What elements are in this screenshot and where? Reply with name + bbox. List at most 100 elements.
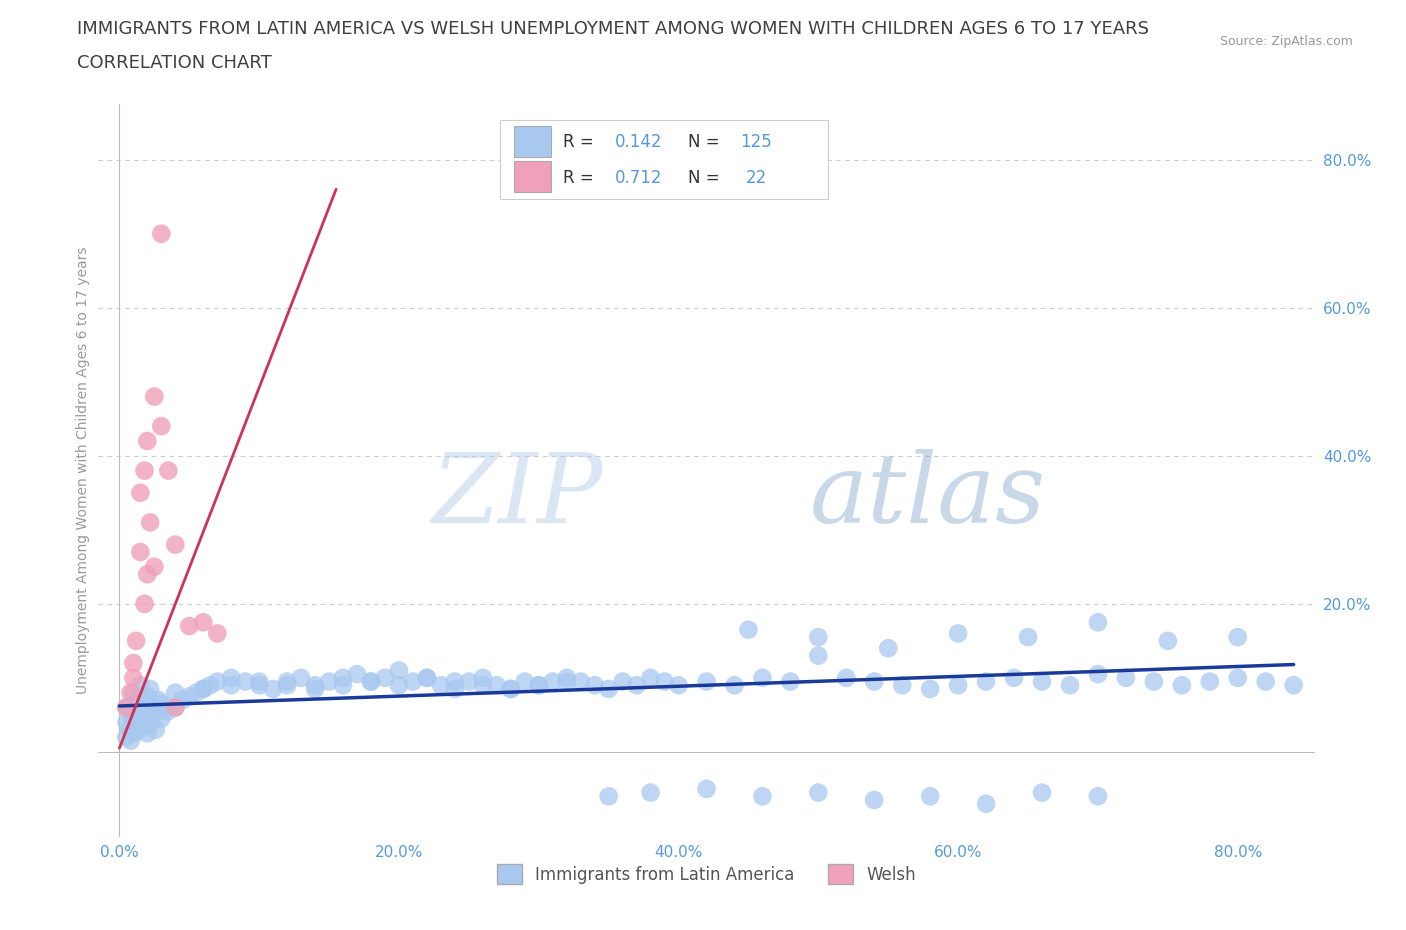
FancyBboxPatch shape (515, 161, 551, 193)
Point (304, 682, 326, 697)
Point (1087, 667, 1109, 682)
Point (946, 678, 969, 693)
Point (143, 389, 166, 404)
Point (172, 693, 194, 708)
Point (139, 711, 162, 726)
Point (124, 726, 146, 741)
Point (388, 663, 411, 678)
Point (141, 715, 163, 730)
Point (145, 723, 167, 737)
Point (165, 538, 187, 552)
Point (143, 559, 166, 574)
Point (115, 730, 138, 745)
Point (150, 697, 173, 711)
FancyBboxPatch shape (499, 120, 828, 199)
Y-axis label: Unemployment Among Women with Children Ages 6 to 17 years: Unemployment Among Women with Children A… (76, 246, 90, 695)
Point (332, 671, 354, 685)
Point (360, 674, 382, 689)
Point (920, 789, 942, 804)
Text: IMMIGRANTS FROM LATIN AMERICA VS WELSH UNEMPLOYMENT AMONG WOMEN WITH CHILDREN AG: IMMIGRANTS FROM LATIN AMERICA VS WELSH U… (77, 20, 1149, 38)
Point (148, 704, 170, 719)
Point (499, 682, 522, 697)
Point (115, 700, 138, 715)
Point (233, 674, 256, 689)
Point (640, 785, 662, 800)
Point (863, 674, 886, 689)
Point (125, 633, 148, 648)
Point (920, 682, 942, 697)
Point (471, 678, 494, 693)
Point (179, 689, 201, 704)
Point (193, 615, 215, 630)
Point (134, 463, 156, 478)
Point (128, 723, 150, 737)
Point (360, 674, 382, 689)
Point (276, 678, 298, 693)
Point (165, 700, 187, 715)
Point (165, 685, 187, 700)
Point (1002, 671, 1025, 685)
Point (779, 674, 801, 689)
Point (877, 641, 900, 656)
Point (304, 678, 326, 693)
Point (541, 674, 564, 689)
Point (1087, 615, 1109, 630)
Point (115, 715, 138, 730)
Point (207, 674, 229, 689)
Point (157, 463, 180, 478)
Point (150, 418, 173, 433)
Text: 125: 125 (741, 133, 772, 151)
Point (143, 700, 166, 715)
Text: 22: 22 (745, 169, 766, 187)
Point (136, 433, 159, 448)
Point (402, 674, 425, 689)
Point (416, 671, 439, 685)
Point (1226, 671, 1249, 685)
Point (1171, 678, 1194, 693)
Point (193, 682, 215, 697)
Point (444, 682, 467, 697)
Point (346, 667, 368, 682)
Point (807, 630, 830, 644)
Point (276, 674, 298, 689)
Point (186, 685, 208, 700)
Point (751, 671, 773, 685)
Point (444, 674, 467, 689)
Text: R =: R = (562, 169, 599, 187)
Point (134, 697, 156, 711)
Text: CORRELATION CHART: CORRELATION CHART (77, 54, 273, 72)
Point (654, 674, 676, 689)
Text: atlas: atlas (810, 449, 1046, 543)
Point (640, 671, 662, 685)
Point (247, 678, 270, 693)
Point (1031, 785, 1053, 800)
Point (247, 674, 270, 689)
Point (485, 678, 508, 693)
Point (1031, 674, 1053, 689)
Point (555, 674, 578, 689)
Text: Source: ZipAtlas.com: Source: ZipAtlas.com (1219, 35, 1353, 48)
Point (1226, 630, 1249, 644)
Point (737, 622, 759, 637)
Point (136, 726, 159, 741)
Point (569, 674, 592, 689)
Point (891, 678, 914, 693)
Point (974, 674, 997, 689)
Text: N =: N = (689, 133, 725, 151)
Point (457, 674, 479, 689)
Point (122, 671, 145, 685)
Point (262, 682, 284, 697)
Point (120, 734, 142, 749)
Point (150, 226, 173, 241)
Point (179, 618, 201, 633)
Point (148, 693, 170, 708)
Point (430, 678, 453, 693)
Point (499, 682, 522, 697)
Text: N =: N = (689, 169, 730, 187)
Point (1059, 678, 1081, 693)
Point (974, 796, 997, 811)
Legend: Immigrants from Latin America, Welsh: Immigrants from Latin America, Welsh (491, 857, 922, 891)
Point (219, 678, 242, 693)
Point (1017, 630, 1039, 644)
Point (150, 711, 173, 726)
